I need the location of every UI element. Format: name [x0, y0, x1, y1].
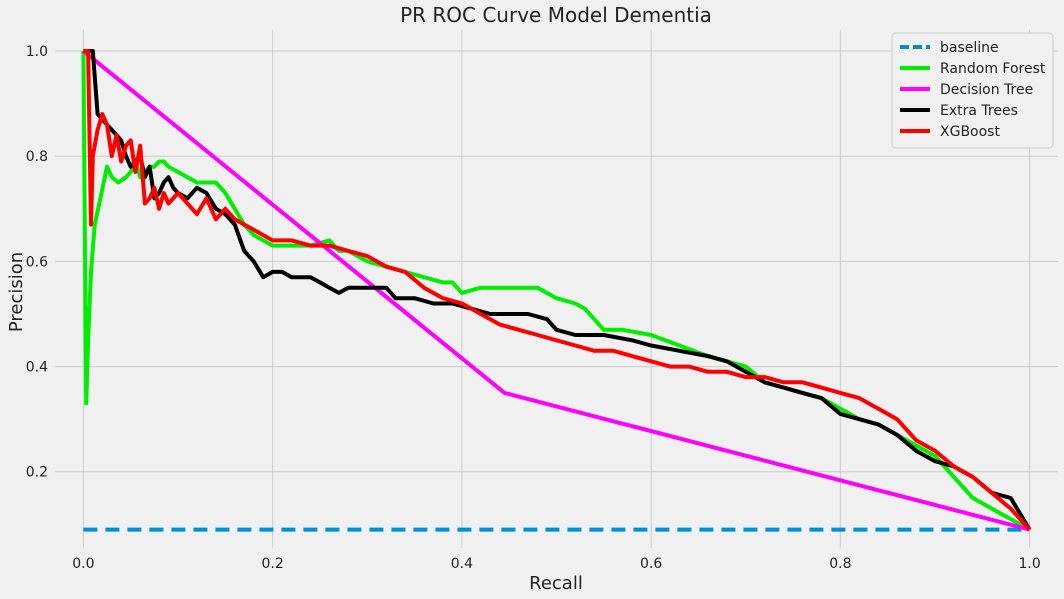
x-tick-label: 0.2 — [261, 556, 283, 572]
y-tick-label: 0.2 — [26, 465, 48, 481]
legend: baseline Random Forest Decision Tree Extra … — [891, 32, 1054, 149]
legend-box — [891, 32, 1054, 149]
grid — [55, 30, 1058, 548]
y-tick-label: 1.0 — [26, 44, 48, 60]
y-tick-label: 0.6 — [26, 254, 48, 270]
y-axis-label: Precision — [6, 252, 27, 332]
series-lines — [81, 49, 1032, 532]
x-tick-label: 0.0 — [72, 556, 94, 572]
x-tick-labels: 0.0 0.2 0.4 0.6 0.8 1.0 — [72, 556, 1040, 572]
series-line-xgboost — [83, 49, 1032, 531]
x-tick-label: 0.4 — [451, 556, 473, 572]
legend-label: XGBoost — [940, 124, 1000, 140]
series-line-decision-tree — [82, 49, 1031, 532]
legend-label: Random Forest — [940, 61, 1046, 77]
y-tick-label: 0.4 — [26, 360, 48, 376]
x-tick-label: 0.6 — [640, 556, 662, 572]
legend-label: baseline — [940, 40, 999, 56]
legend-label: Extra Trees — [940, 103, 1018, 119]
x-tick-label: 0.8 — [829, 556, 851, 572]
legend-label: Decision Tree — [940, 82, 1033, 98]
y-tick-label: 0.8 — [26, 149, 48, 165]
series-line-extra-trees — [83, 49, 1032, 531]
x-axis-label: Recall — [529, 573, 583, 594]
y-tick-labels: 0.2 0.4 0.6 0.8 1.0 — [26, 44, 48, 481]
x-tick-label: 1.0 — [1018, 556, 1040, 572]
chart-title: PR ROC Curve Model Dementia — [400, 3, 712, 27]
